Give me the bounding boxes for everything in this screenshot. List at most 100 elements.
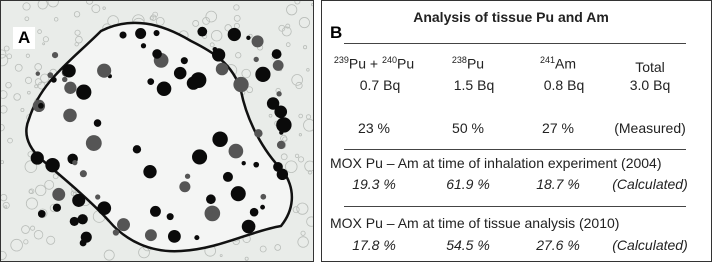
particle-dot — [76, 85, 91, 100]
particle-dot — [179, 181, 190, 192]
particle-dot — [174, 67, 187, 80]
table-cell: 1.5 Bq — [454, 77, 494, 93]
particle-dot — [181, 57, 188, 64]
particle-dot — [95, 194, 100, 199]
particle-dot — [192, 149, 207, 164]
table-cell: (Calculated) — [612, 176, 687, 192]
table-cell: 3.0 Bq — [630, 77, 670, 93]
particle-dot — [194, 235, 199, 240]
table-cell: 0.7 Bq — [360, 77, 400, 93]
particle-dot — [143, 165, 156, 178]
particle-dot — [250, 208, 259, 217]
particle-dot — [94, 119, 102, 127]
particle-dot — [147, 78, 154, 85]
particle-dot — [81, 232, 92, 243]
particle-dot — [253, 162, 259, 168]
isotope-mass: 241 — [540, 55, 555, 65]
particle-dot — [267, 97, 279, 109]
particle-dot — [242, 220, 256, 234]
particle-dot — [276, 117, 291, 132]
isotope-mass: 238 — [452, 55, 467, 65]
panel-a: A — [0, 0, 314, 262]
particle-dot — [52, 188, 65, 201]
particle-dot — [205, 206, 221, 222]
particle-dot — [47, 72, 53, 78]
particle-dot — [145, 229, 157, 241]
panel-label: B — [330, 23, 342, 43]
autoradiograph — [1, 1, 313, 261]
particle-dot — [276, 91, 281, 96]
particle-dot — [255, 67, 270, 82]
particle-dot — [208, 208, 213, 213]
particle-dot — [53, 204, 61, 212]
particle-dot — [38, 210, 46, 218]
particle-dot — [135, 28, 146, 39]
table-cell: (Measured) — [614, 120, 686, 136]
particle-dot — [150, 206, 161, 217]
particle-dot — [272, 49, 282, 59]
particle-dot — [168, 230, 181, 243]
section-title: MOX Pu – Am at time of tissue analysis (… — [330, 215, 619, 231]
particle-dot — [167, 213, 174, 220]
table-cell: 50 % — [452, 120, 484, 136]
particle-dot — [223, 172, 233, 182]
particle-dot — [62, 77, 67, 82]
particle-dot — [31, 151, 44, 164]
header-cell: 241Am — [540, 55, 576, 72]
particle-dot — [229, 144, 244, 159]
table-cell: 0.8 Bq — [544, 77, 584, 93]
particle-dot — [72, 160, 77, 165]
particle-dot — [141, 43, 146, 48]
particle-dot — [70, 217, 79, 226]
particle-dot — [242, 161, 246, 165]
panel-b: B Analysis of tissue Pu and Am 239Pu + 2… — [321, 0, 712, 262]
isotope: Am — [555, 56, 576, 72]
particle-dot — [254, 57, 259, 62]
table-cell: 23 % — [358, 120, 390, 136]
figure: A B Analysis of tissue Pu and Am 239Pu +… — [0, 0, 712, 262]
particle-dot — [206, 194, 216, 204]
particle-dot — [260, 194, 266, 200]
particle-dot — [80, 170, 87, 177]
particle-dot — [51, 77, 57, 83]
particle-dot — [228, 28, 241, 41]
particle-dot — [213, 47, 218, 52]
isotope-mass: 239 — [334, 55, 349, 65]
particle-dot — [216, 63, 229, 76]
particle-dot — [246, 36, 250, 40]
particle-dot — [36, 71, 40, 75]
particle-dot — [72, 194, 85, 207]
particle-dot — [52, 52, 58, 58]
particle-dot — [117, 218, 130, 231]
particle-dot — [185, 174, 190, 179]
particle-dot — [212, 132, 227, 147]
particle-dot — [277, 141, 285, 149]
rule — [344, 43, 686, 44]
isotope: Pu + — [349, 56, 382, 72]
particle-dot — [279, 131, 283, 135]
panel-label: A — [13, 27, 35, 49]
header-cell: 239Pu + 240Pu — [334, 55, 414, 72]
isotope: Pu — [397, 56, 414, 72]
header-cell: 238Pu — [452, 55, 484, 72]
particle-dot — [63, 109, 77, 123]
isotope: Pu — [467, 56, 484, 72]
particle-dot — [233, 191, 237, 195]
rule — [344, 149, 686, 150]
particle-dot — [86, 135, 102, 151]
particle-dot — [233, 77, 248, 92]
table-cell: 19.3 % — [352, 176, 396, 192]
table-cell: 27.6 % — [536, 237, 580, 253]
particle-dot — [62, 64, 75, 77]
particle-dot — [191, 72, 207, 88]
particle-dot — [38, 103, 44, 109]
particle-dot — [277, 169, 288, 180]
rule — [344, 206, 686, 207]
particle-dot — [152, 49, 162, 59]
isotope-mass: 240 — [382, 55, 397, 65]
particle-dot — [119, 31, 126, 38]
particle-dot — [157, 81, 172, 96]
table-cell: 54.5 % — [446, 237, 490, 253]
table-cell: 17.8 % — [352, 237, 396, 253]
particle-dot — [97, 64, 111, 78]
